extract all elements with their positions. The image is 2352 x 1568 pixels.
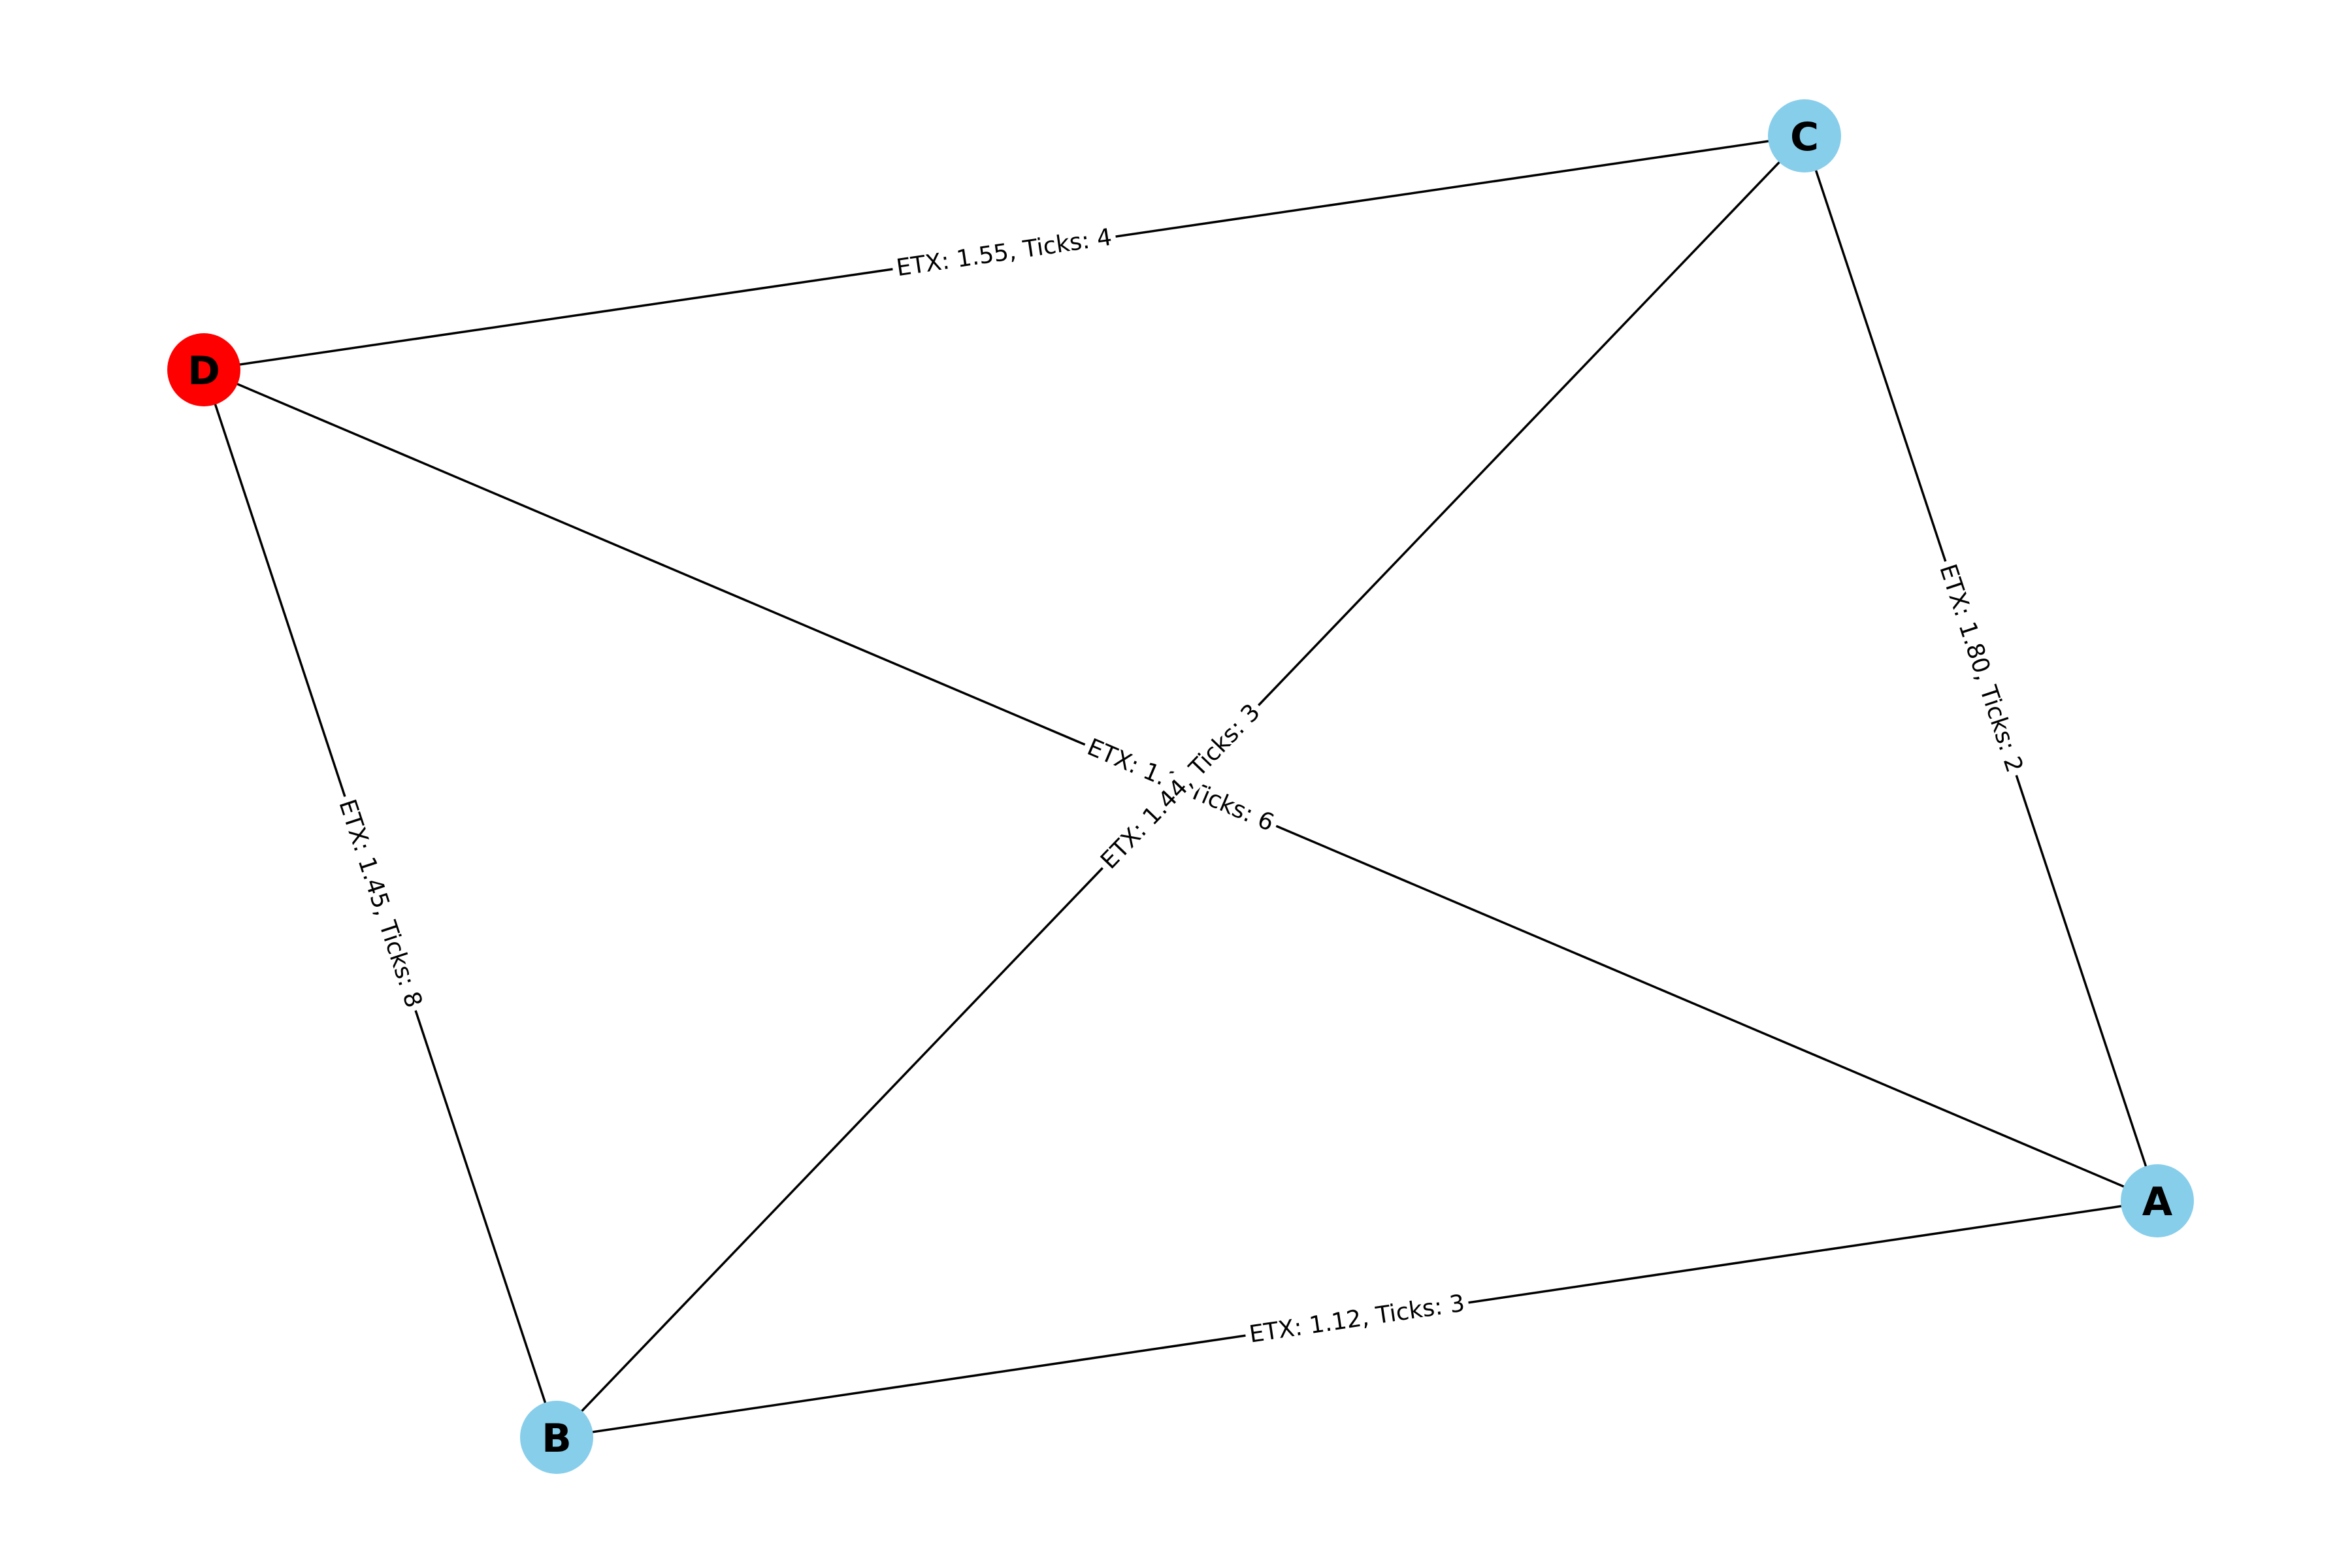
node-circle-c: [1768, 99, 1841, 172]
node-circle-a: [2121, 1164, 2194, 1237]
node-circle-d: [167, 333, 240, 406]
node-d: D: [167, 333, 240, 406]
nodes-layer: A B C D: [167, 99, 2194, 1474]
node-label-c: C: [1790, 114, 1819, 160]
edge-label-background: [331, 792, 430, 1015]
node-c: C: [1768, 99, 1841, 172]
edge-label-background: [890, 221, 1118, 284]
edge-label-background: [1931, 557, 2031, 780]
node-label-a: A: [2142, 1179, 2173, 1225]
node-circle-b: [520, 1401, 593, 1474]
node-label-d: D: [188, 348, 220, 394]
node-a: A: [2121, 1164, 2194, 1237]
edge-label-background: [1092, 694, 1269, 879]
edge-label-background: [1243, 1288, 1471, 1350]
node-b: B: [520, 1401, 593, 1474]
node-label-b: B: [542, 1416, 572, 1462]
